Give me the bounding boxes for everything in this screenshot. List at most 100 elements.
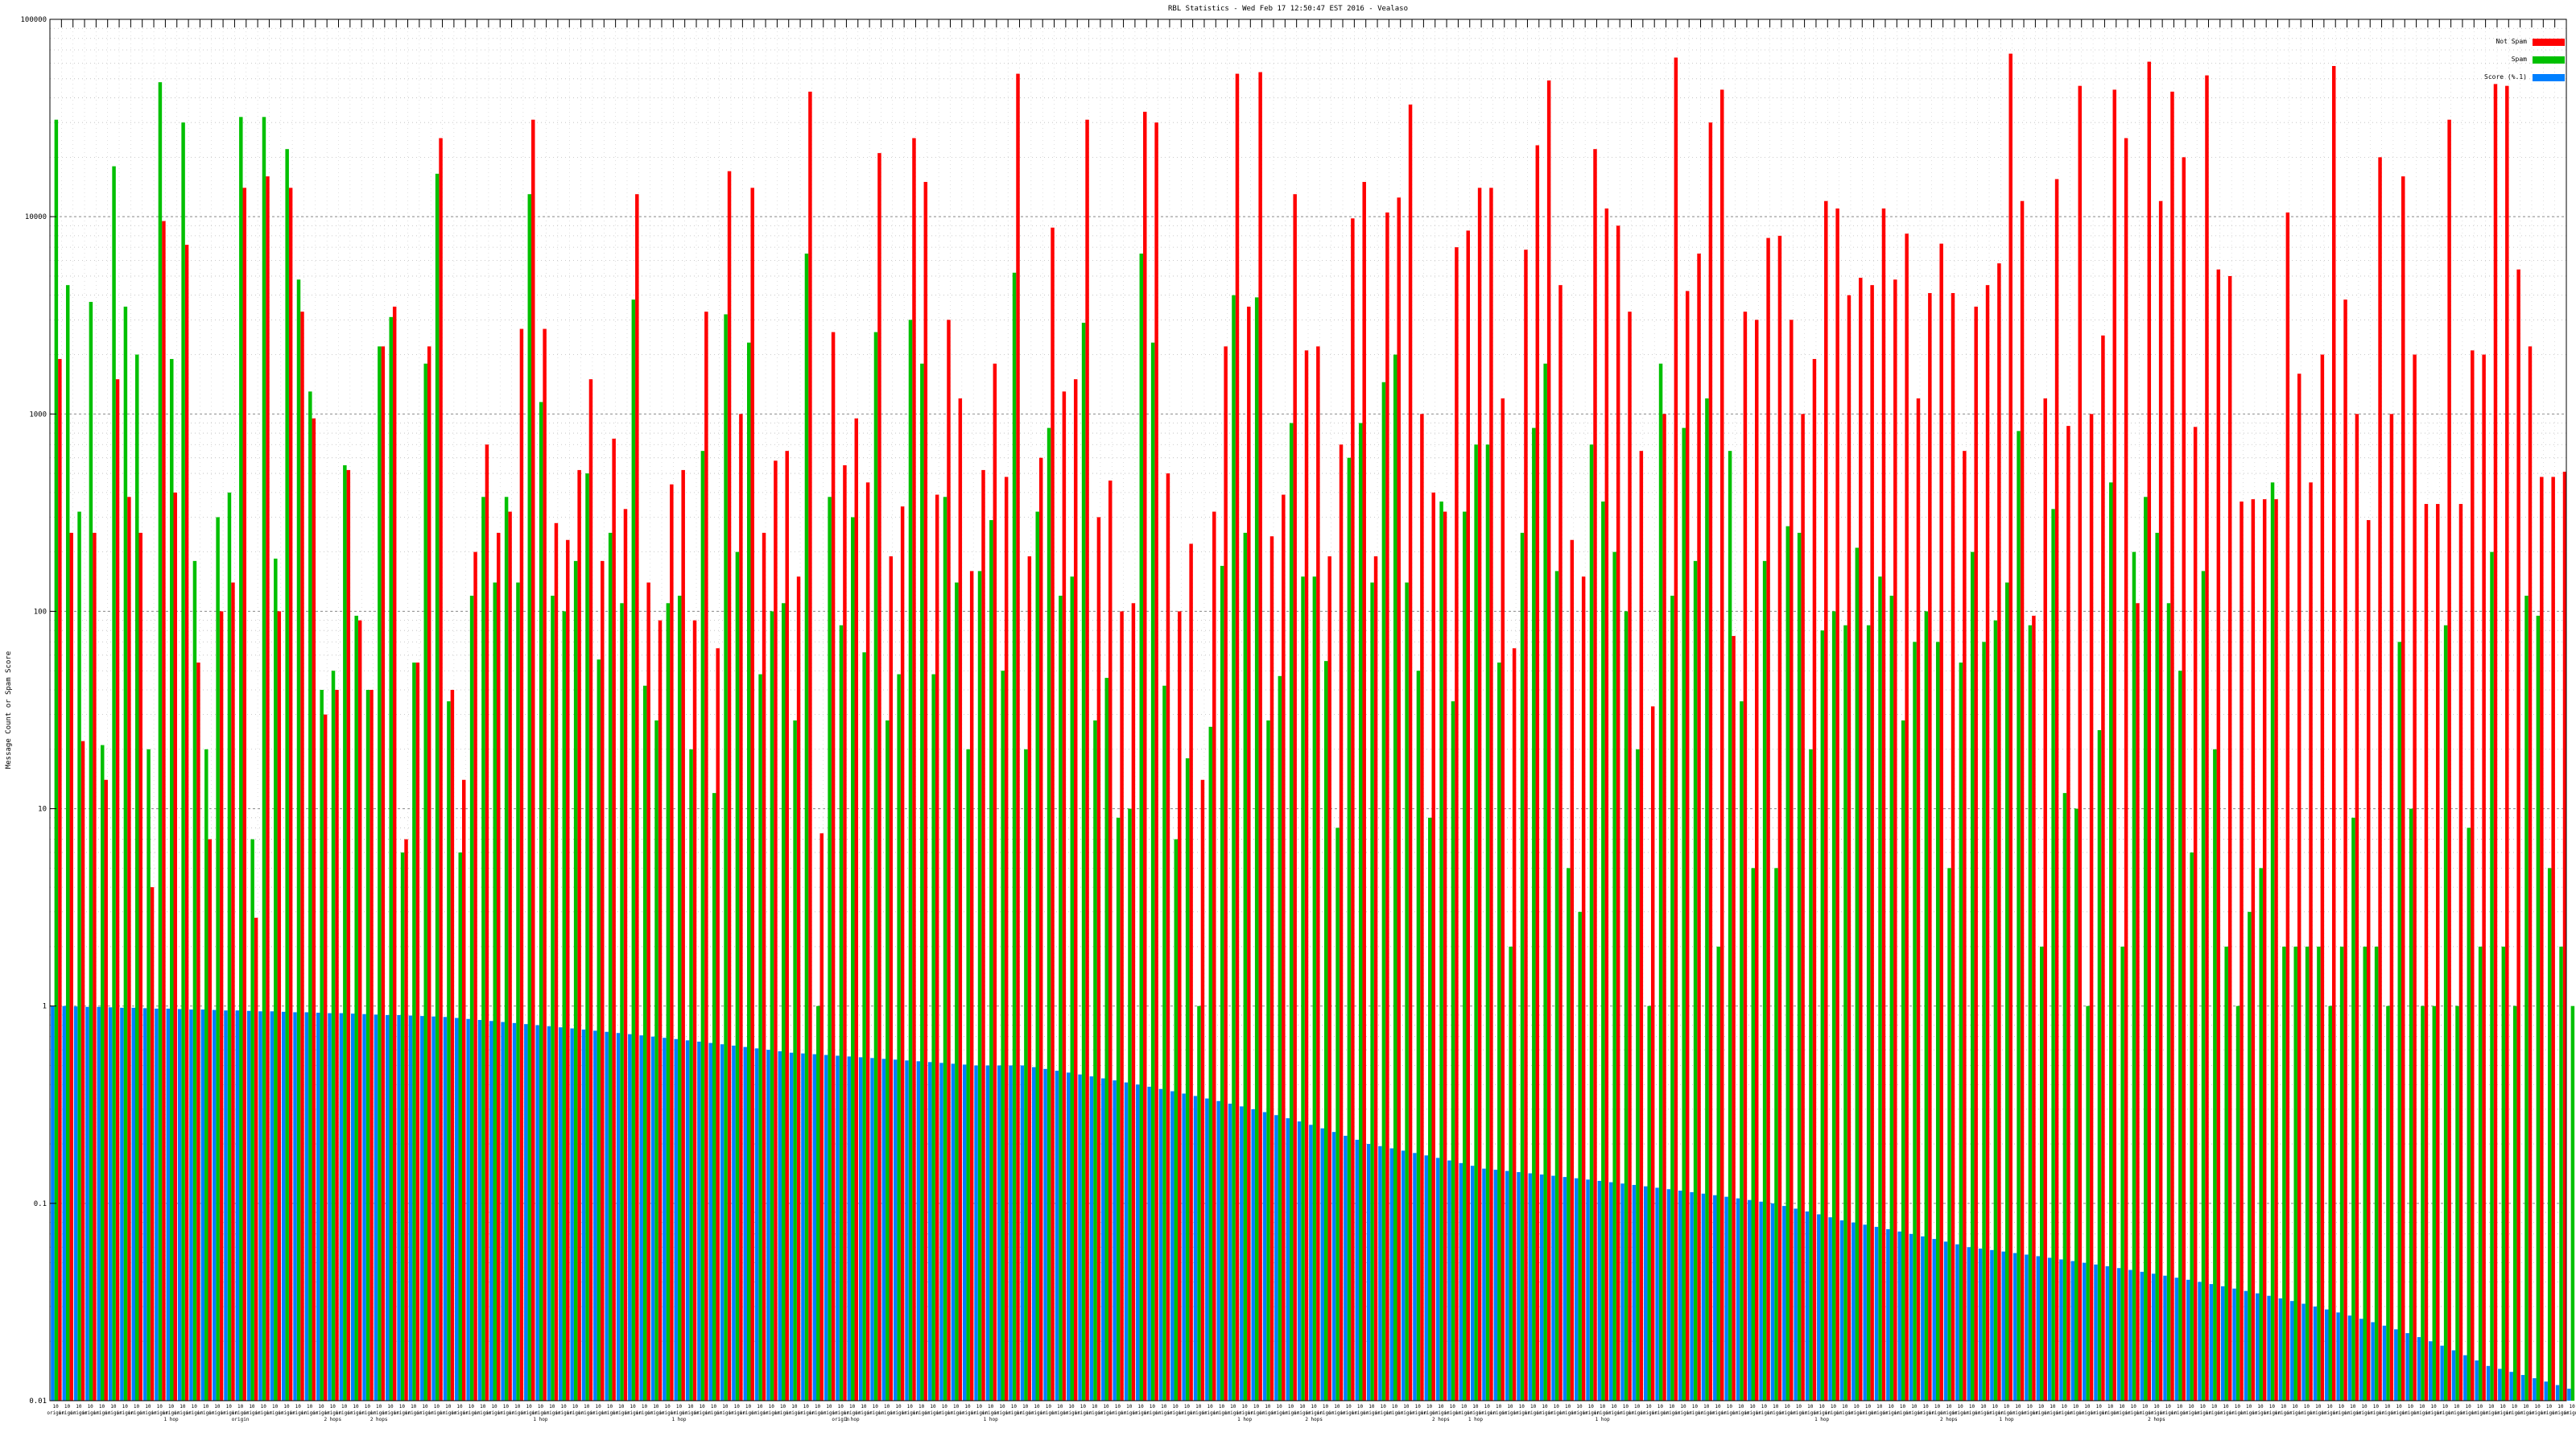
bar-spam [1012, 272, 1017, 1401]
x-category-label: origin [266, 1410, 284, 1416]
x-category-label: 10 [1277, 1404, 1283, 1410]
bar-not-spam [1685, 291, 1690, 1401]
bar-spam [2144, 497, 2148, 1401]
bar-score [2463, 1355, 2467, 1401]
bar-not-spam [497, 532, 501, 1401]
bar-spam [1589, 444, 1594, 1401]
bar-score [1147, 1086, 1151, 1401]
x-category-label: origin [1155, 1410, 1173, 1416]
x-category-label: origin [2517, 1410, 2535, 1416]
bar-score [916, 1061, 921, 1401]
bar-score [697, 1041, 701, 1401]
x-category-label: 10 [514, 1404, 521, 1410]
x-category-label: 10 [2084, 1404, 2091, 1410]
bar-score [2001, 1251, 2005, 1401]
bar-not-spam [1016, 73, 1020, 1402]
x-category-label: 10 [341, 1404, 348, 1410]
x-category-label: origin [1109, 1410, 1127, 1416]
bar-spam [2467, 828, 2471, 1401]
bar-spam [1774, 868, 1778, 1401]
x-category-label: 10 [873, 1404, 879, 1410]
bar-spam [2005, 582, 2009, 1401]
x-category-label: origin [658, 1410, 676, 1416]
bar-score [2140, 1271, 2145, 1401]
bar-score [893, 1059, 898, 1401]
x-category-label: origin [2124, 1410, 2142, 1416]
bar-not-spam [1327, 556, 1331, 1401]
x-category-label: origin [1917, 1410, 1934, 1416]
x-category-label: origin [2079, 1410, 2096, 1416]
x-category-label: 10 [1288, 1404, 1294, 1410]
x-category-label: origin [2437, 1410, 2454, 1416]
bar-not-spam [1293, 194, 1297, 1402]
bar-not-spam [508, 511, 512, 1401]
bar-not-spam [2493, 84, 2498, 1401]
bar-not-spam [819, 833, 824, 1401]
bar-spam [816, 1005, 820, 1401]
bar-spam [1474, 444, 1478, 1401]
x-category-label: 10 [134, 1404, 140, 1410]
bar-score [235, 1010, 240, 1401]
bar-spam [493, 582, 497, 1401]
bar-score [1043, 1068, 1047, 1401]
bar-score [362, 1013, 366, 1401]
bar-score [1344, 1135, 1348, 1401]
x-category-label: 10 [122, 1404, 129, 1410]
bar-score [1921, 1236, 1925, 1401]
x-category-label: 1 hop [845, 1417, 860, 1422]
x-category-label: 10 [2119, 1404, 2125, 1410]
x-category-label: 10 [596, 1404, 602, 1410]
x-category-label: origin [2529, 1410, 2546, 1416]
x-category-label: 10 [1554, 1404, 1560, 1410]
bar-not-spam [1004, 477, 1009, 1402]
bar-spam [1150, 342, 1155, 1401]
bar-spam [620, 603, 624, 1401]
bar-spam [2213, 749, 2217, 1401]
x-category-label: origin [1778, 1410, 1796, 1416]
x-category-label: 10 [711, 1404, 717, 1410]
bar-spam [851, 517, 855, 1401]
x-category-label: 10 [1692, 1404, 1699, 1410]
bar-score [1759, 1201, 1763, 1401]
x-category-label: 1 hop [1596, 1417, 1610, 1422]
bar-spam [170, 358, 174, 1402]
y-tick-label: 100 [34, 608, 47, 616]
x-category-label: origin [1975, 1410, 1992, 1416]
x-category-label: 10 [1311, 1404, 1318, 1410]
bar-not-spam [2367, 520, 2371, 1401]
x-category-label: origin [2379, 1410, 2396, 1416]
x-category-label: 10 [572, 1404, 579, 1410]
x-category-label: 10 [469, 1404, 475, 1410]
bar-not-spam [2309, 482, 2313, 1401]
bar-not-spam [519, 328, 524, 1401]
bar-not-spam [531, 119, 535, 1402]
bar-spam [2086, 1005, 2090, 1401]
x-category-label: origin [716, 1410, 734, 1416]
x-category-label: 10 [1403, 1404, 1410, 1410]
x-category-label: origin [1790, 1410, 1808, 1416]
bar-spam [1670, 596, 1674, 1401]
bar-score [316, 1013, 320, 1401]
x-category-label: 10 [1657, 1404, 1664, 1410]
x-category-label: origin [243, 1410, 261, 1416]
bar-spam [1174, 839, 1179, 1401]
x-category-label: 10 [1807, 1404, 1814, 1410]
legend: Not Spam Spam Score (%.1) [2484, 38, 2565, 81]
x-category-label: 10 [2292, 1404, 2298, 1410]
x-category-label: origin [1744, 1410, 1761, 1416]
bar-score [2163, 1275, 2167, 1401]
bar-spam [1658, 363, 1663, 1402]
x-category-label: 10 [2523, 1404, 2529, 1410]
bar-not-spam [2436, 504, 2440, 1401]
bar-not-spam [1096, 517, 1101, 1401]
bar-spam [1682, 427, 1686, 1401]
bar-not-spam [1674, 57, 1678, 1401]
bar-spam [2270, 482, 2275, 1401]
x-category-label: origin [254, 1410, 272, 1416]
bar-spam [389, 316, 393, 1402]
bar-score [2313, 1307, 2318, 1401]
bar-not-spam [1108, 480, 1113, 1402]
bar-not-spam [1051, 227, 1055, 1401]
bar-spam [308, 391, 312, 1402]
x-category-label: origin [2425, 1410, 2442, 1416]
